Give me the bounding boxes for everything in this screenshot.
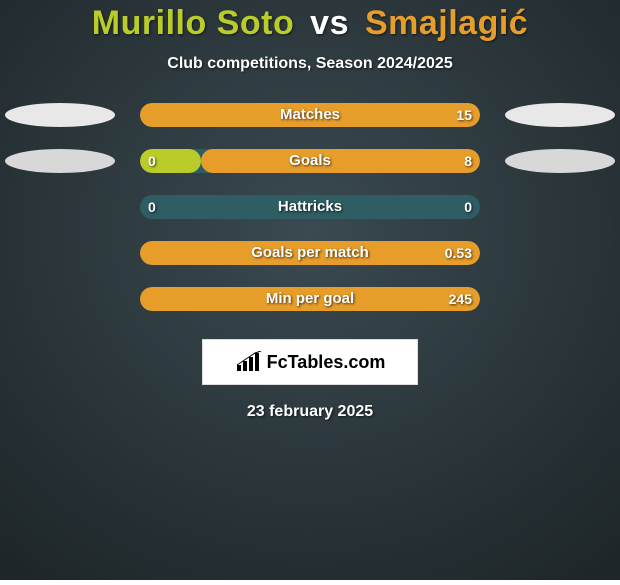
- player2-bar-fill: [140, 241, 480, 265]
- player2-avatar: [505, 103, 615, 127]
- stat-row: Hattricks00: [0, 195, 620, 219]
- stat-bar-track: [140, 287, 480, 311]
- stat-bar-track: [140, 149, 480, 173]
- brand-bars-icon: [235, 351, 263, 373]
- brand-text: FcTables.com: [267, 352, 386, 373]
- stat-row: Goals08: [0, 149, 620, 173]
- stat-row: Min per goal245: [0, 287, 620, 311]
- player1-avatar: [5, 103, 115, 127]
- player2-bar-fill: [140, 287, 480, 311]
- date-label: 23 february 2025: [247, 403, 373, 421]
- player2-bar-fill: [201, 149, 480, 173]
- stat-bar-track: [140, 103, 480, 127]
- stat-row: Goals per match0.53: [0, 241, 620, 265]
- player2-avatar: [505, 149, 615, 173]
- stat-bar-track: [140, 241, 480, 265]
- stats-stage: Matches15 Goals08 Hattricks00 Goals per mat…: [0, 103, 620, 333]
- comparison-title: Murillo Soto vs Smajlagić: [92, 4, 528, 43]
- player2-name: Smajlagić: [365, 4, 528, 42]
- stat-bar-track: [140, 195, 480, 219]
- player2-bar-fill: [140, 103, 480, 127]
- stat-row: Matches15: [0, 103, 620, 127]
- player1-bar-fill: [140, 149, 201, 173]
- vs-label: vs: [310, 4, 349, 42]
- subtitle: Club competitions, Season 2024/2025: [167, 55, 452, 73]
- player1-name: Murillo Soto: [92, 4, 294, 42]
- player1-avatar: [5, 149, 115, 173]
- brand-box[interactable]: FcTables.com: [202, 339, 418, 385]
